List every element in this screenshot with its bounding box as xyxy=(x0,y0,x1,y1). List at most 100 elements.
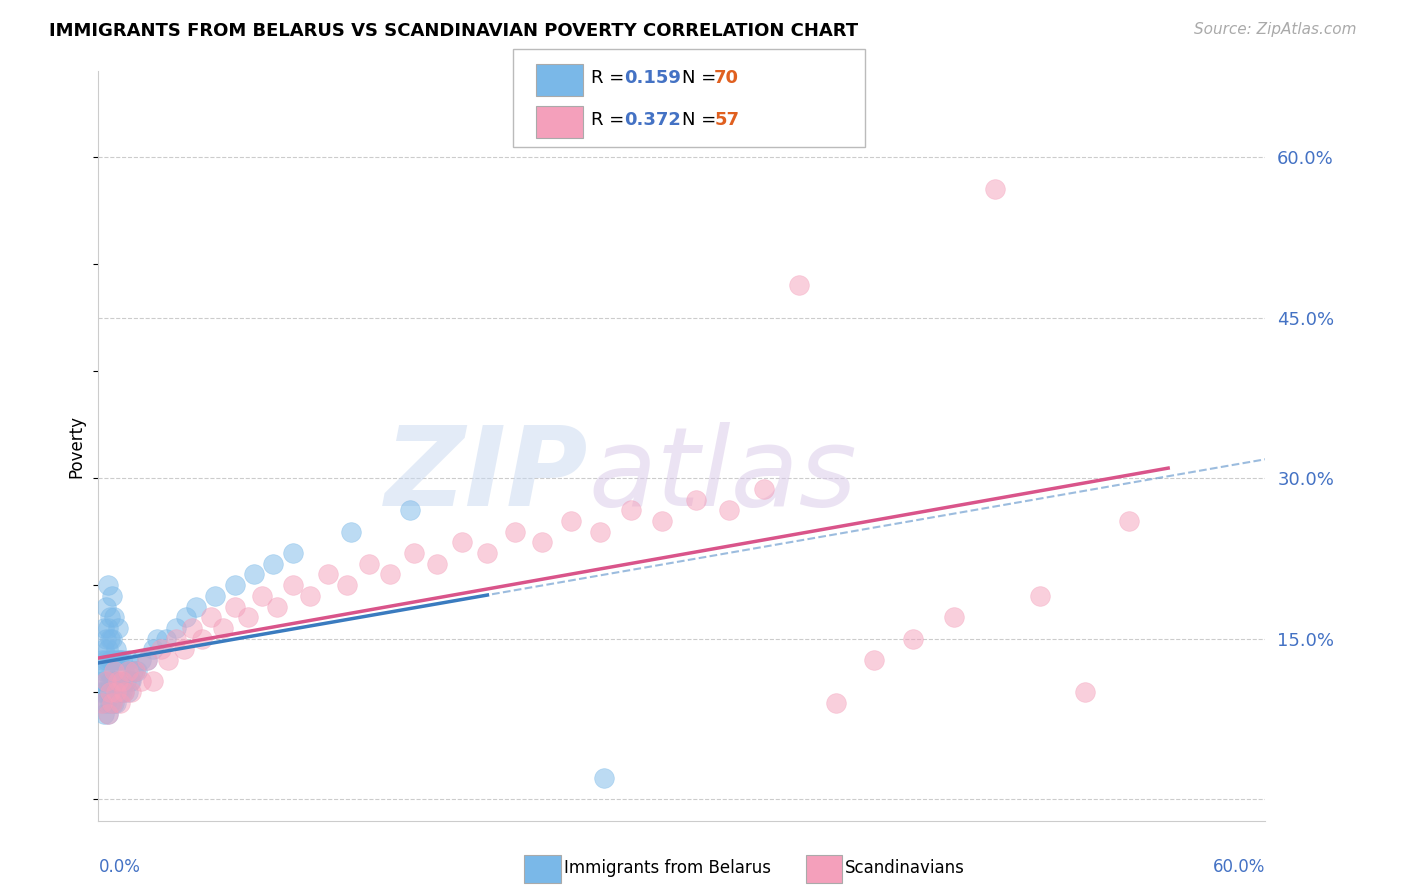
Point xyxy=(165,621,187,635)
Point xyxy=(103,696,125,710)
Point xyxy=(104,696,127,710)
Y-axis label: Poverty: Poverty xyxy=(67,415,86,477)
Point xyxy=(560,514,582,528)
Point xyxy=(184,599,207,614)
Point xyxy=(824,696,846,710)
Point xyxy=(1073,685,1095,699)
Point xyxy=(299,589,322,603)
Point xyxy=(93,706,115,721)
Point xyxy=(101,696,124,710)
Point xyxy=(111,674,134,689)
Text: 60.0%: 60.0% xyxy=(1213,858,1265,876)
Text: 0.159: 0.159 xyxy=(624,70,681,87)
Point xyxy=(93,685,115,699)
Point xyxy=(863,653,886,667)
Point xyxy=(111,685,134,699)
Point xyxy=(98,674,121,689)
Point xyxy=(108,685,131,699)
Point xyxy=(103,674,125,689)
Point xyxy=(984,182,1007,196)
Point xyxy=(451,535,474,549)
Point xyxy=(117,664,139,678)
Point xyxy=(402,546,425,560)
Point xyxy=(91,696,114,710)
Point xyxy=(503,524,526,539)
Point xyxy=(103,653,125,667)
Point xyxy=(155,632,177,646)
Point xyxy=(589,524,612,539)
Point xyxy=(112,685,135,699)
Point xyxy=(124,664,146,678)
Point xyxy=(165,632,187,646)
Point xyxy=(752,482,775,496)
Point xyxy=(142,642,165,657)
Point xyxy=(101,632,124,646)
Point xyxy=(281,578,304,592)
Point xyxy=(593,771,616,785)
Text: 70: 70 xyxy=(714,70,740,87)
Point xyxy=(250,589,273,603)
Point xyxy=(93,664,115,678)
Point xyxy=(174,610,197,624)
Text: ZIP: ZIP xyxy=(385,423,589,530)
Point xyxy=(121,685,143,699)
Point xyxy=(142,674,165,689)
Point xyxy=(477,546,499,560)
Text: R =: R = xyxy=(591,70,630,87)
Point xyxy=(103,664,125,678)
Point xyxy=(91,653,114,667)
Point xyxy=(96,674,118,689)
Point xyxy=(98,685,121,699)
Point xyxy=(108,653,131,667)
Point xyxy=(117,685,139,699)
Point xyxy=(97,621,120,635)
Text: Source: ZipAtlas.com: Source: ZipAtlas.com xyxy=(1194,22,1357,37)
Point xyxy=(107,653,129,667)
Point xyxy=(224,599,246,614)
Text: Immigrants from Belarus: Immigrants from Belarus xyxy=(564,859,770,877)
Point xyxy=(107,674,129,689)
Point xyxy=(380,567,402,582)
Point xyxy=(426,557,449,571)
Point xyxy=(97,706,120,721)
Point xyxy=(107,685,129,699)
Point xyxy=(93,621,115,635)
Point xyxy=(136,653,159,667)
Point xyxy=(149,642,172,657)
Point xyxy=(97,642,120,657)
Point xyxy=(127,664,149,678)
Point xyxy=(136,653,159,667)
Point xyxy=(398,503,420,517)
Text: 0.0%: 0.0% xyxy=(98,858,141,876)
Point xyxy=(266,599,288,614)
Point xyxy=(336,578,359,592)
Point xyxy=(108,696,131,710)
Point xyxy=(104,685,127,699)
Point xyxy=(903,632,925,646)
Point xyxy=(98,632,121,646)
Point xyxy=(129,653,152,667)
Point xyxy=(530,535,553,549)
Point xyxy=(98,653,121,667)
Point xyxy=(98,610,121,624)
Point xyxy=(104,674,127,689)
Point xyxy=(224,578,246,592)
Point xyxy=(91,696,114,710)
Point xyxy=(117,653,139,667)
Point xyxy=(118,674,141,689)
Point xyxy=(651,514,673,528)
Point xyxy=(114,674,136,689)
Point xyxy=(111,653,134,667)
Point xyxy=(98,696,121,710)
Point xyxy=(97,578,120,592)
Point xyxy=(943,610,966,624)
Point xyxy=(96,653,118,667)
Point xyxy=(96,696,118,710)
Point xyxy=(101,653,124,667)
Point xyxy=(101,696,124,710)
Point xyxy=(180,621,202,635)
Point xyxy=(1029,589,1052,603)
Text: 0.372: 0.372 xyxy=(624,112,681,129)
Point xyxy=(212,621,235,635)
Point xyxy=(101,589,124,603)
